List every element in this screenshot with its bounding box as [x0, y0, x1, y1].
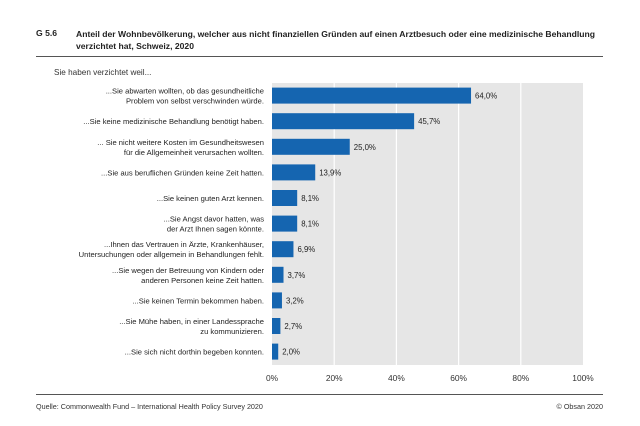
- bar: [272, 164, 316, 181]
- bottom-divider: [36, 394, 603, 395]
- chart-title: Anteil der Wohnbevölkerung, welcher aus …: [76, 29, 596, 51]
- bar: [272, 241, 294, 258]
- data-label: 8,1%: [301, 194, 319, 203]
- x-tick-label: 80%: [512, 373, 529, 383]
- x-tick-label: 0%: [266, 373, 279, 383]
- chart-subheading: Sie haben verzichtet weil...: [54, 68, 152, 77]
- category-label: ...Sie Angst davor hatten, was der Arzt I…: [164, 215, 265, 234]
- bar: [272, 318, 281, 334]
- category-label: ...Sie aus beruflichen Gründen keine Zei…: [101, 168, 264, 177]
- bar: [272, 266, 284, 283]
- bar: [272, 343, 279, 360]
- category-label: ...Sie abwarten wollten, ob das gesundhe…: [106, 87, 264, 106]
- data-label: 3,7%: [288, 271, 306, 280]
- data-label: 6,9%: [297, 245, 315, 254]
- category-label: ...Sie wegen der Betreuung von Kindern o…: [112, 266, 264, 285]
- category-label: ...Ihnen das Vertrauen in Ärzte, Kranken…: [79, 240, 264, 259]
- figure-number: G 5.6: [36, 28, 58, 38]
- category-label: ...Sie Mühe haben, in einer Landessprach…: [119, 317, 264, 336]
- data-label: 8,1%: [301, 220, 319, 229]
- category-label: ... Sie nicht weitere Kosten im Gesundhe…: [97, 138, 264, 157]
- bar: [272, 215, 298, 232]
- x-tick-label: 40%: [388, 373, 405, 383]
- data-label: 25,0%: [354, 143, 376, 152]
- data-label: 2,0%: [282, 348, 300, 357]
- x-tick-label: 100%: [572, 373, 594, 383]
- bar: [272, 138, 350, 155]
- bar: [272, 292, 282, 309]
- bar: [272, 87, 472, 104]
- data-label: 2,7%: [284, 322, 302, 331]
- x-tick-label: 60%: [450, 373, 467, 383]
- category-label: ...Sie keinen guten Arzt kennen.: [157, 194, 264, 203]
- data-label: 64,0%: [475, 92, 497, 101]
- plot-background: [272, 83, 583, 365]
- category-label: ...Sie keinen Termin bekommen haben.: [132, 296, 264, 305]
- source-note: Quelle: Commonwealth Fund – Internationa…: [36, 402, 263, 411]
- top-divider: [36, 56, 603, 57]
- data-label: 45,7%: [418, 117, 440, 126]
- category-label: ...Sie keine medizinische Behandlung ben…: [83, 117, 264, 126]
- x-tick-label: 20%: [326, 373, 343, 383]
- copyright-note: © Obsan 2020: [556, 402, 603, 411]
- data-label: 13,9%: [319, 168, 341, 177]
- bar: [272, 190, 298, 206]
- data-label: 3,2%: [286, 296, 304, 305]
- bar: [272, 113, 415, 130]
- category-label: ...Sie sich nicht dorthin begeben konnte…: [125, 348, 264, 357]
